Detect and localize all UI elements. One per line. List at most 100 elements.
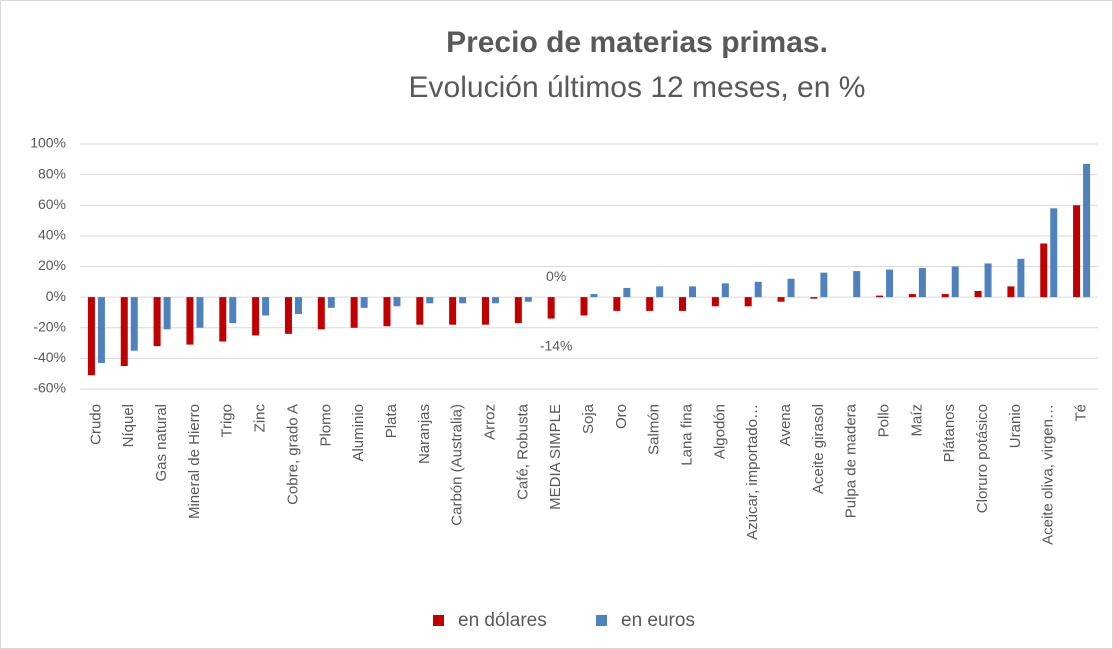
bar — [514, 297, 522, 324]
bar — [908, 294, 916, 298]
bar — [252, 297, 260, 336]
bar — [327, 297, 335, 308]
x-tick-label: Cloruro potásico — [974, 404, 991, 513]
y-tick-label: 80% — [38, 165, 66, 181]
bar — [1040, 243, 1048, 298]
legend-label: en dólares — [458, 610, 547, 631]
legend-label: en euros — [621, 610, 695, 631]
bar — [853, 271, 861, 298]
bar — [679, 297, 687, 311]
bar — [120, 297, 128, 367]
x-tick-label: Mineral de Hierro — [186, 404, 203, 519]
x-tick-label: Pulpa de madera — [843, 403, 860, 518]
x-tick-label: Crudo — [87, 404, 104, 445]
bar — [350, 297, 358, 328]
bar — [974, 291, 982, 298]
bar — [317, 297, 325, 330]
bar — [294, 297, 302, 314]
bar — [886, 269, 894, 298]
bar — [163, 297, 171, 330]
bar — [876, 295, 884, 298]
bar — [1083, 163, 1091, 298]
data-label: 0% — [546, 268, 566, 284]
x-tick-label: Lana fina — [678, 403, 695, 465]
bar — [590, 294, 598, 298]
x-tick-label: Maíz — [908, 404, 925, 437]
chart-title: Precio de materias primas. — [446, 26, 828, 59]
bar — [229, 297, 237, 324]
x-tick-label: Aceite girasol — [810, 404, 827, 494]
x-tick-label: Trigo — [219, 404, 236, 438]
y-tick-label: -20% — [33, 318, 66, 334]
bar — [613, 297, 621, 311]
bar — [262, 297, 270, 316]
y-tick-label: 20% — [38, 257, 66, 273]
data-label: -14% — [540, 337, 573, 353]
bar — [951, 266, 959, 298]
x-tick-label: Níquel — [120, 404, 137, 447]
bar — [196, 297, 204, 328]
bar — [941, 294, 949, 298]
bar — [97, 297, 105, 363]
x-tick-label: Plomo — [317, 404, 334, 447]
bar — [656, 286, 664, 298]
x-tick-label: Arroz — [481, 404, 498, 440]
x-tick-label: Avena — [777, 403, 794, 446]
bar — [918, 268, 926, 298]
bar — [1017, 258, 1025, 298]
y-tick-label: -60% — [33, 380, 66, 396]
y-tick-label: -40% — [33, 349, 66, 365]
bar — [153, 297, 161, 347]
bar — [186, 297, 194, 345]
x-tick-label: Plata — [383, 403, 400, 438]
y-tick-label: 60% — [38, 196, 66, 212]
x-tick-label: Plátanos — [941, 404, 958, 462]
x-tick-label: MEDIA SIMPLE — [547, 404, 564, 510]
bar — [1050, 208, 1058, 298]
bar — [623, 287, 631, 298]
x-tick-label: Café, Robusta — [514, 403, 531, 500]
bar — [646, 297, 654, 311]
bar — [580, 297, 588, 316]
legend-swatch — [433, 615, 444, 626]
bar — [820, 272, 828, 298]
legend-swatch — [596, 615, 607, 626]
x-tick-label: Pollo — [876, 404, 893, 437]
bar — [547, 297, 555, 319]
bar — [711, 297, 719, 307]
bar — [721, 283, 729, 298]
bar — [1007, 286, 1015, 298]
bar — [219, 297, 227, 342]
x-tick-label: Zinc — [252, 404, 269, 433]
x-tick-label: Té — [1073, 404, 1090, 422]
bar — [777, 297, 785, 302]
x-tick-label: Salmón — [646, 404, 663, 455]
bar — [491, 297, 499, 304]
bar — [787, 278, 795, 298]
bar — [383, 297, 391, 327]
x-tick-label: Algodón — [711, 404, 728, 459]
x-tick-label: Gas natural — [153, 404, 170, 482]
bar — [459, 297, 467, 304]
bar — [810, 297, 818, 299]
bar — [1073, 205, 1081, 298]
x-tick-label: Aceite oliva, virgen… — [1040, 404, 1057, 545]
bar — [360, 297, 368, 308]
x-tick-label: Carbón (Australia) — [449, 404, 466, 526]
x-tick-label: Cobre, grado A — [284, 404, 301, 505]
y-tick-label: 40% — [38, 227, 66, 243]
bar — [984, 263, 992, 298]
x-tick-label: Uranio — [1007, 404, 1024, 448]
bar — [284, 297, 292, 334]
y-tick-label: 100% — [30, 135, 66, 151]
bar — [393, 297, 401, 307]
bar — [87, 297, 95, 376]
x-tick-label: Soja — [580, 403, 597, 434]
bar — [481, 297, 489, 325]
x-tick-label: Naranjas — [416, 404, 433, 464]
x-tick-label: Oro — [613, 404, 630, 429]
x-tick-label: Aluminio — [350, 404, 367, 462]
bar — [449, 297, 457, 325]
